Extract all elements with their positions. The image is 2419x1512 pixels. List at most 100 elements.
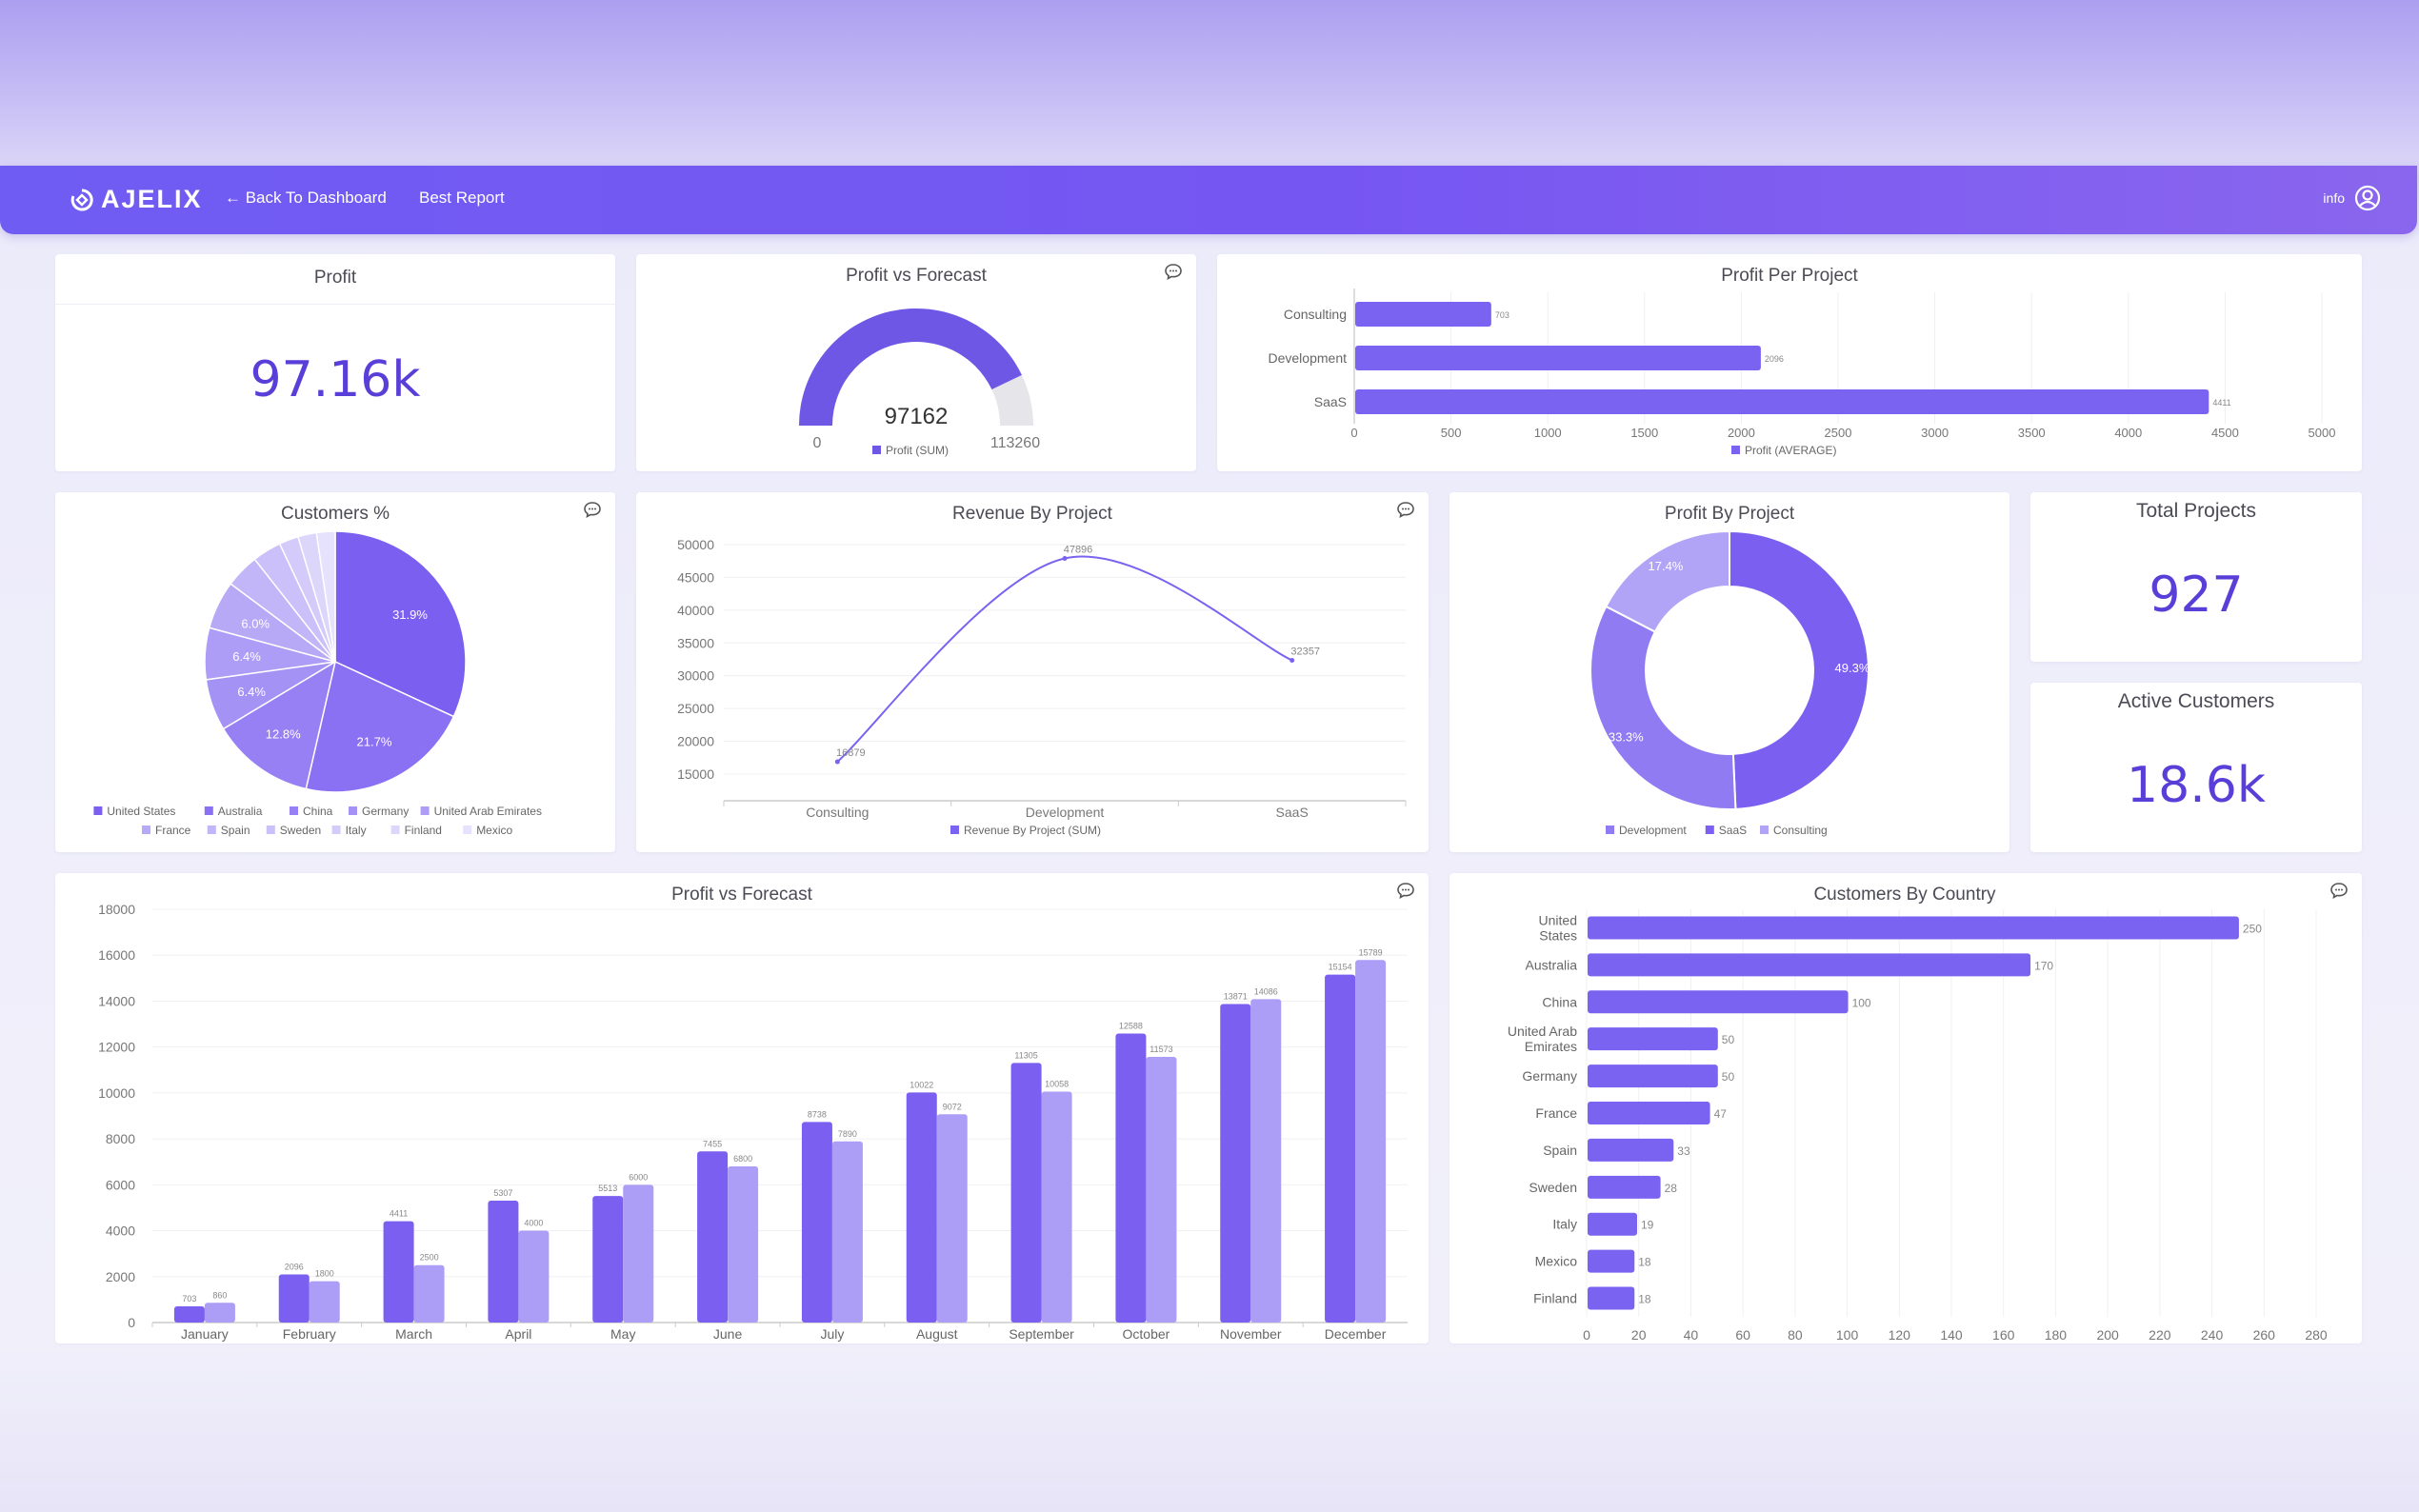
bar[interactable] (1355, 302, 1491, 327)
x-tick-label: 260 (2253, 1327, 2276, 1343)
legend-swatch (349, 806, 357, 815)
pie-slice[interactable] (334, 530, 467, 718)
gauge-min-label: 0 (813, 435, 822, 451)
bar[interactable] (1041, 1091, 1072, 1323)
report-name-label[interactable]: Best Report (419, 189, 505, 207)
bar[interactable] (1588, 990, 1849, 1014)
slice-label: 17.4% (1649, 559, 1684, 573)
bar[interactable] (518, 1230, 550, 1323)
bar-value-label: 19 (1641, 1219, 1654, 1232)
comment-icon[interactable] (583, 500, 602, 519)
bar[interactable] (278, 1274, 310, 1323)
bar-value-label: 15154 (1329, 963, 1352, 972)
bar[interactable] (801, 1122, 832, 1323)
donut-slice[interactable] (1729, 529, 1869, 810)
pie-slice[interactable] (305, 660, 455, 793)
comment-icon[interactable] (1164, 262, 1183, 281)
x-tick-label: 140 (1940, 1327, 1963, 1343)
monthly-bar-chart: Profit vs Forecast 180001600014000120001… (98, 885, 1408, 1342)
bar[interactable] (623, 1184, 654, 1323)
bar-value-label: 5307 (493, 1188, 512, 1198)
y-category-label: Australia (1526, 957, 1578, 972)
data-point[interactable] (1289, 657, 1295, 663)
bar[interactable] (1115, 1033, 1147, 1323)
bar[interactable] (1146, 1056, 1177, 1323)
legend-label: China (303, 805, 333, 818)
bar[interactable] (906, 1092, 937, 1323)
bar[interactable] (1010, 1063, 1042, 1323)
bar[interactable] (413, 1264, 445, 1323)
y-tick-label: 30000 (677, 668, 714, 684)
bar-value-label: 14086 (1254, 986, 1278, 996)
y-category-label: Consulting (1284, 307, 1347, 322)
y-category-label: United Arab (1508, 1024, 1577, 1039)
bar[interactable] (1588, 1138, 1674, 1162)
legend-swatch (1705, 826, 1714, 834)
bar[interactable] (1588, 1249, 1635, 1273)
user-info-menu[interactable]: info (2323, 185, 2381, 211)
donut-slice[interactable] (1604, 529, 1730, 633)
bar[interactable] (1325, 974, 1356, 1323)
legend-label: Consulting (1773, 824, 1828, 837)
legend-label: France (155, 824, 191, 837)
bar[interactable] (1355, 960, 1387, 1323)
bar[interactable] (1355, 389, 2209, 414)
bar[interactable] (1588, 1102, 1710, 1124)
bar[interactable] (383, 1221, 414, 1323)
bar[interactable] (728, 1166, 759, 1323)
bar[interactable] (1355, 346, 1761, 370)
bar[interactable] (1588, 916, 2239, 940)
bar-value-label: 11305 (1014, 1050, 1037, 1060)
comment-icon[interactable] (1396, 500, 1415, 519)
bar[interactable] (1250, 999, 1282, 1323)
bar[interactable] (309, 1281, 340, 1323)
bar[interactable] (1588, 1286, 1635, 1310)
data-point[interactable] (834, 759, 840, 765)
bar[interactable] (831, 1141, 863, 1323)
bar-value-label: 13871 (1224, 992, 1248, 1002)
bar[interactable] (1588, 1027, 1718, 1051)
bar[interactable] (173, 1306, 205, 1323)
ajelix-logo[interactable]: AJELIX (70, 185, 203, 214)
bar[interactable] (488, 1201, 519, 1323)
bar[interactable] (592, 1196, 624, 1323)
x-tick-label: 4000 (2114, 426, 2142, 440)
total-projects-kpi-card: Total Projects 927 (2030, 492, 2362, 662)
data-point[interactable] (1062, 555, 1068, 561)
x-tick-label: 5000 (2309, 426, 2336, 440)
x-tick-label: 220 (2149, 1327, 2171, 1343)
bar[interactable] (1588, 1175, 1661, 1199)
legend-label: Development (1619, 824, 1687, 837)
x-category-label: May (610, 1326, 635, 1342)
back-to-dashboard-link[interactable]: ← Back To Dashboard (225, 189, 387, 207)
card-title: Total Projects (2135, 500, 2257, 522)
y-tick-label: 16000 (98, 947, 135, 963)
legend-label: Finland (405, 824, 442, 837)
y-category-label: Mexico (1535, 1254, 1578, 1269)
comment-icon[interactable] (1396, 881, 1415, 900)
y-tick-label: 40000 (677, 603, 714, 618)
bar[interactable] (204, 1303, 235, 1323)
gauge-fill (799, 308, 1022, 426)
pie-slice[interactable] (315, 530, 336, 663)
legend-label: Mexico (476, 824, 512, 837)
revenue-by-project-card: Revenue By Project 50000 45000 40000 35000 3… (636, 492, 1429, 852)
legend-swatch (1606, 826, 1614, 834)
x-tick-label: 500 (1441, 426, 1462, 440)
bar[interactable] (1220, 1004, 1251, 1323)
bar[interactable] (936, 1114, 968, 1323)
bar-value-label: 2096 (1765, 354, 1784, 364)
y-tick-label: 18000 (98, 902, 135, 917)
bar[interactable] (1588, 1064, 1718, 1088)
y-tick-label: 14000 (98, 993, 135, 1008)
bar[interactable] (1588, 1212, 1637, 1236)
comment-icon[interactable] (2329, 881, 2349, 900)
bar[interactable] (697, 1151, 729, 1323)
pie-slice[interactable] (222, 660, 337, 790)
y-tick-label: 15000 (677, 766, 714, 782)
card-title: Active Customers (2117, 690, 2275, 712)
donut-slice[interactable] (1589, 605, 1737, 810)
bar[interactable] (1588, 953, 2031, 977)
profit-donut-chart: Profit By Project 49.3% 33.3% 17.4% Develo… (1589, 504, 1870, 837)
active-customers-value: 18.6k (2127, 757, 2266, 814)
